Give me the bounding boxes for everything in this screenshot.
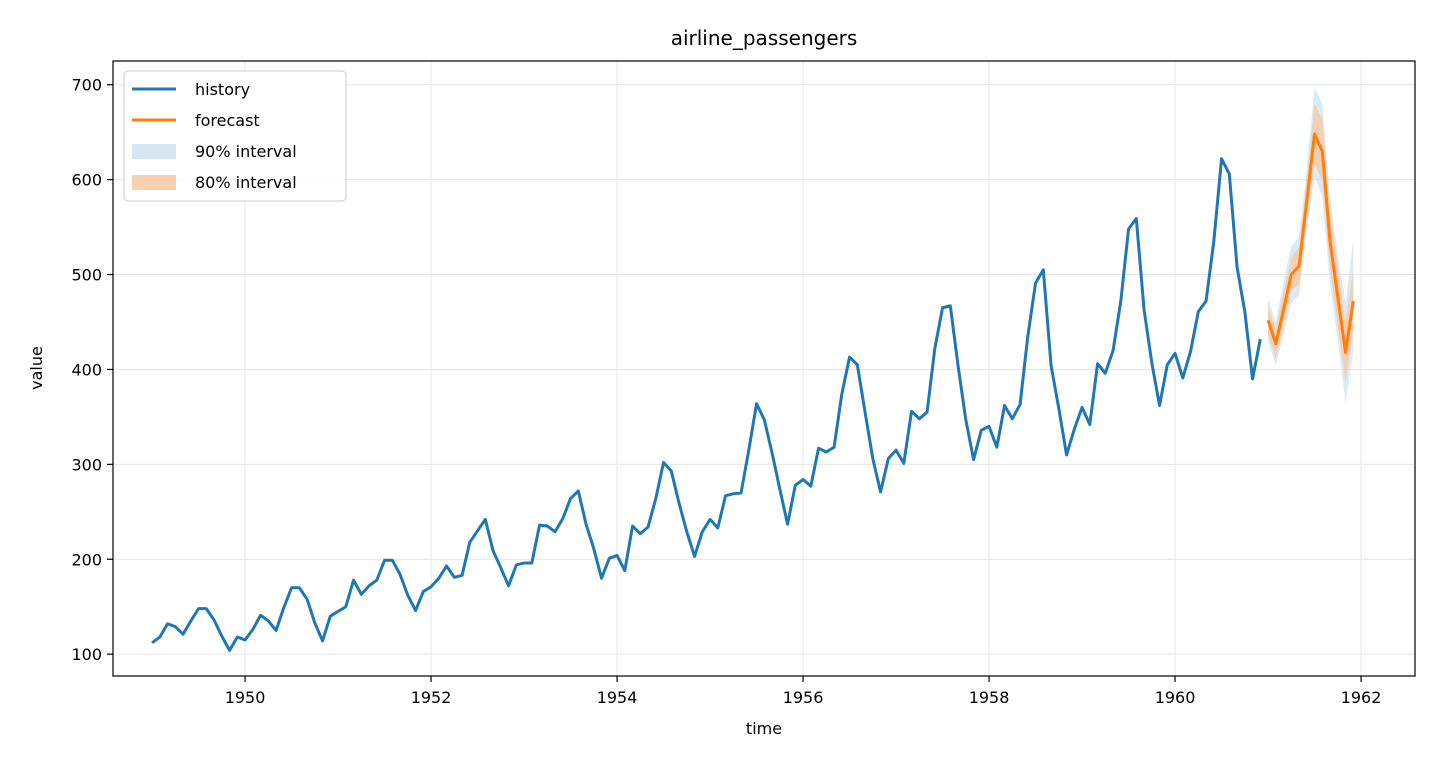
legend-label: history [195,80,250,99]
series-lines [151,132,1355,652]
x-tick-label: 1962 [1341,688,1382,707]
y-tick-label: 100 [71,645,102,664]
y-tick-label: 600 [71,171,102,190]
x-axis-label: time [746,719,782,738]
y-tick-label: 200 [71,550,102,569]
axis-ticks: 1950 1952 1954 1956 1958 1960 1962 100 200 300 400… [71,76,1381,707]
plot-frame [112,60,1416,677]
x-tick-label: 1958 [969,688,1010,707]
forecast-line [1266,132,1355,354]
legend-swatch-patch [132,144,176,159]
legend-label: 80% interval [195,173,297,192]
history-line [151,157,1262,652]
legend-label: 90% interval [195,142,297,161]
chart-title: airline_passengers [671,26,858,50]
legend-swatch-patch [132,175,176,190]
y-tick-label: 400 [71,360,102,379]
x-tick-label: 1954 [597,688,638,707]
legend-box [123,70,347,202]
legend-label: forecast [195,111,260,130]
y-tick-label: 700 [71,76,102,95]
legend: history forecast 90% interval 80% interval [123,70,347,202]
y-tick-label: 500 [71,266,102,285]
y-axis-label: value [27,346,46,390]
x-tick-label: 1950 [225,688,266,707]
x-tick-label: 1956 [783,688,824,707]
y-tick-label: 300 [71,455,102,474]
x-tick-label: 1952 [411,688,452,707]
x-tick-label: 1960 [1155,688,1196,707]
